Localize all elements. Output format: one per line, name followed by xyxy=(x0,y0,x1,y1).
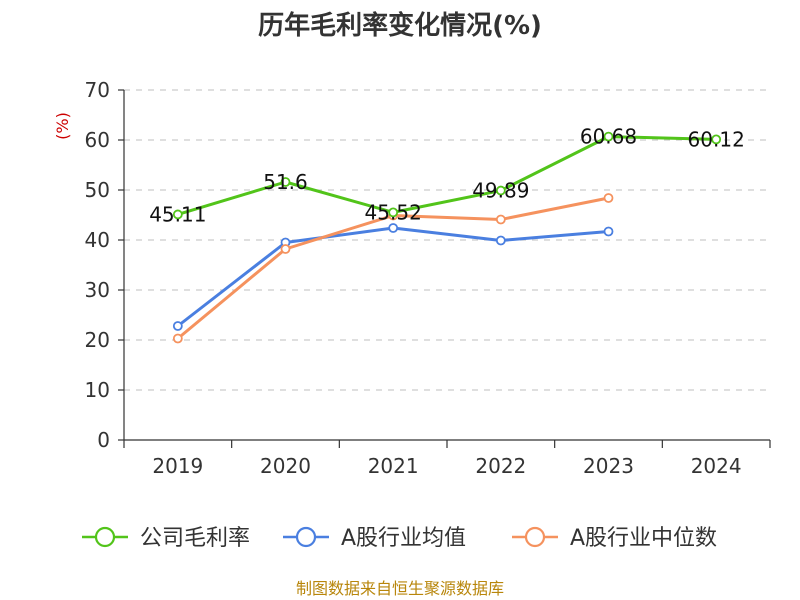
data-label: 45.11 xyxy=(149,202,206,226)
legend[interactable]: 公司毛利率 A股行业均值 A股行业中位数 xyxy=(82,526,717,551)
legend-swatch-marker xyxy=(524,526,546,548)
grid-lines xyxy=(124,89,770,391)
legend-swatch-marker xyxy=(94,526,116,548)
y-axis-unit: (%) xyxy=(53,112,72,140)
series-line-1 xyxy=(176,226,610,328)
data-point xyxy=(280,177,291,187)
data-point xyxy=(495,185,506,196)
data-point xyxy=(495,214,506,225)
x-tick-label: 2023 xyxy=(583,454,634,478)
source-note: 制图数据来自恒生聚源数据库 xyxy=(296,579,504,598)
data-point xyxy=(603,193,614,203)
data-label: 45.52 xyxy=(365,200,422,224)
data-point xyxy=(711,134,722,145)
x-tick-label: 2021 xyxy=(368,454,419,478)
data-label: 49.89 xyxy=(472,179,529,203)
y-tick-label: 40 xyxy=(85,228,110,252)
x-tick-label: 2022 xyxy=(475,454,526,478)
data-point xyxy=(603,131,614,142)
y-tick-label: 0 xyxy=(97,428,110,452)
data-point xyxy=(172,209,183,220)
data-point xyxy=(388,223,399,233)
legend-swatch-marker xyxy=(295,526,317,548)
data-label: 60.68 xyxy=(580,125,637,149)
y-tick-label: 20 xyxy=(85,328,110,352)
data-point xyxy=(388,207,399,218)
y-tick-label: 10 xyxy=(85,378,110,402)
data-point xyxy=(172,333,183,344)
legend-item-label: A股行业中位数 xyxy=(570,526,717,551)
data-labels: 45.11 51.6 45.52 49.89 60.68 60.12 xyxy=(149,125,745,227)
axes: 0 10 20 30 40 50 60 70 2019 2020 2021 2022 2023 2024 xyxy=(85,78,771,478)
data-point xyxy=(280,244,291,254)
y-tick-label: 50 xyxy=(85,178,110,202)
legend-item-label: 公司毛利率 xyxy=(140,526,250,551)
data-label: 60.12 xyxy=(688,127,745,151)
data-label: 51.6 xyxy=(263,170,308,194)
y-tick-label: 70 xyxy=(85,78,110,102)
x-tick-label: 2020 xyxy=(260,454,311,478)
x-tick-label: 2024 xyxy=(691,454,742,478)
x-tick-label: 2019 xyxy=(152,454,203,478)
data-point xyxy=(603,226,614,237)
data-point xyxy=(172,321,183,331)
y-tick-label: 30 xyxy=(85,278,110,302)
data-point xyxy=(495,235,506,246)
chart-title: 历年毛利率变化情况(%) xyxy=(258,10,542,41)
series-lines xyxy=(172,131,722,344)
series-line-0 xyxy=(176,135,718,216)
legend-item-label: A股行业均值 xyxy=(341,526,466,551)
y-tick-label: 60 xyxy=(85,128,110,152)
